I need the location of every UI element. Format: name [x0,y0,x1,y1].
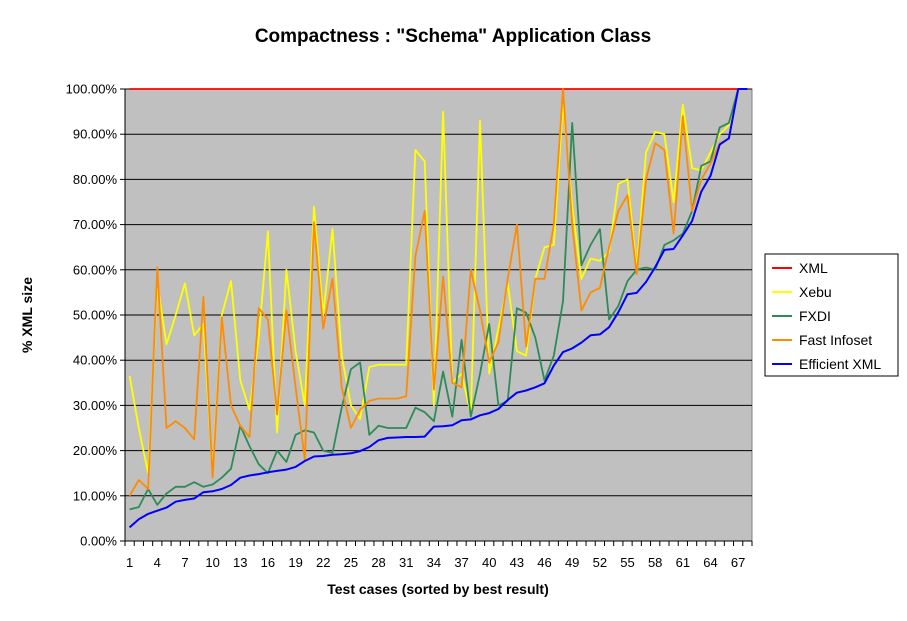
x-tick-label: 67 [731,555,745,570]
x-tick-label: 4 [154,555,161,570]
x-tick-label: 37 [454,555,468,570]
x-tick-labels: 1 4 7 10 13 16 19 22 25 28 31 34 37 40 43 46 49 52 55 58 61 6… [124,541,753,570]
x-tick-label: 46 [537,555,551,570]
y-tick-label: 10.00% [73,488,118,503]
legend-label: Xebu [799,284,832,300]
x-tick-label: 13 [233,555,247,570]
x-tick-label: 25 [344,555,358,570]
legend-label: FXDI [799,308,831,324]
x-tick-label: 1 [126,555,133,570]
x-axis-title: Test cases (sorted by best result) [327,581,548,597]
y-tick-labels: 0.00% 10.00% 20.00% 30.00% 40.00% 50.00% 60.00… [66,82,125,549]
x-tick-label: 7 [181,555,188,570]
y-tick-label: 40.00% [73,353,118,368]
y-tick-label: 70.00% [73,217,118,232]
y-tick-label: 30.00% [73,398,118,413]
y-tick-label: 80.00% [73,172,118,187]
legend: XML Xebu FXDI Fast Infoset Efficient XML [764,253,899,377]
y-tick-label: 100.00% [66,82,118,97]
x-tick-label: 34 [427,555,441,570]
x-tick-label: 52 [593,555,607,570]
x-tick-label: 31 [399,555,413,570]
legend-label: XML [799,260,828,276]
series-line-fxdi [129,88,748,511]
x-tick-label: 19 [288,555,302,570]
y-axis-title: % XML size [19,277,35,353]
x-tick-label: 22 [316,555,330,570]
series-line-efficient-xml [128,88,748,529]
legend-label: Efficient XML [799,356,881,372]
series-line-fast-infoset [128,88,748,497]
y-tick-label: 90.00% [73,127,118,142]
x-tick-label: 61 [676,555,690,570]
y-tick-label: 20.00% [73,443,118,458]
x-tick-label: 58 [648,555,662,570]
x-tick-label: 55 [620,555,634,570]
x-tick-label: 16 [261,555,275,570]
series-lines [128,88,748,529]
y-tick-label: 50.00% [73,308,118,323]
chart-title: Compactness : "Schema" Application Class [255,26,651,47]
x-tick-label: 49 [565,555,579,570]
x-tick-label: 10 [205,555,219,570]
y-tick-label: 0.00% [80,534,117,549]
y-tick-label: 60.00% [73,262,118,277]
legend-label: Fast Infoset [799,332,872,348]
x-tick-label: 40 [482,555,496,570]
x-tick-label: 64 [703,555,717,570]
series-line-xebu [128,88,748,475]
x-tick-label: 28 [371,555,385,570]
x-tick-label: 43 [510,555,524,570]
